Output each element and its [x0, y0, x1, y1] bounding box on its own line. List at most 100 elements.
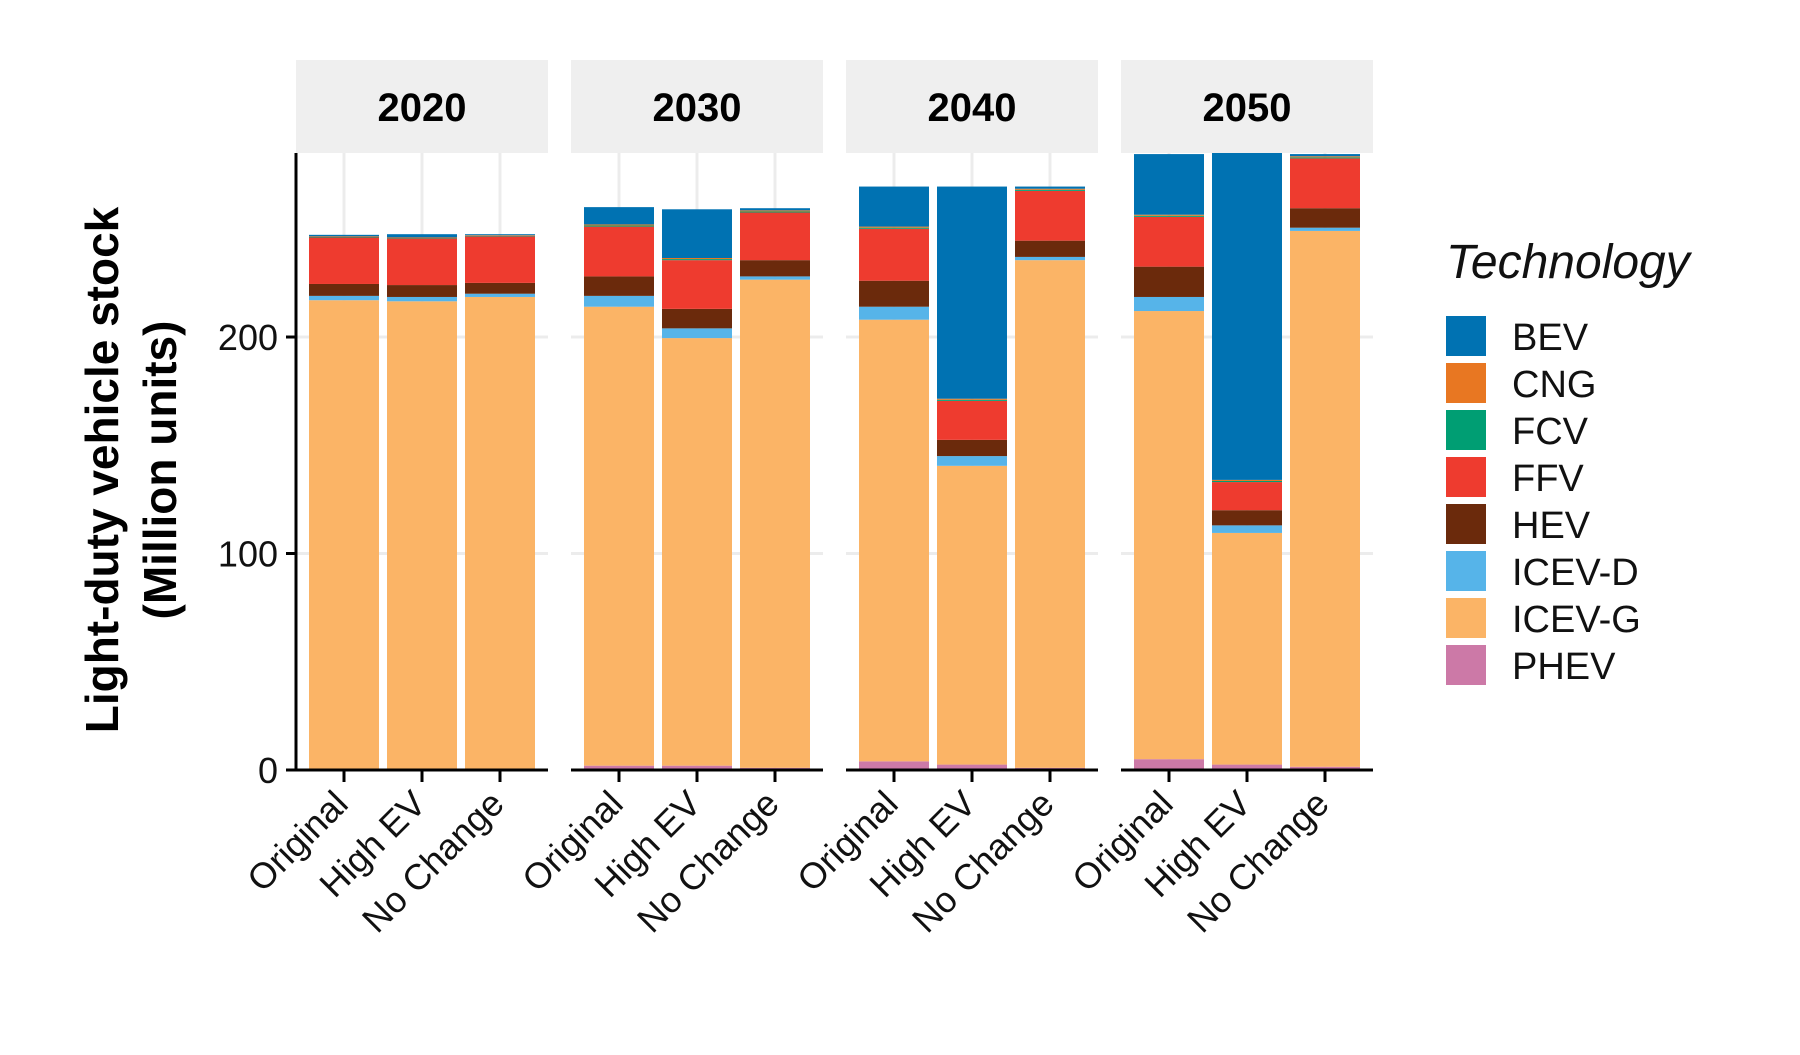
bar-segment-hev: [387, 285, 457, 297]
bar-segment-icev-d: [859, 306, 929, 320]
legend-swatch: [1446, 504, 1486, 544]
legend-label: HEV: [1512, 505, 1591, 547]
bar-stack-2040-no-change: [1015, 186, 1085, 770]
bar-segment-ffv: [859, 228, 929, 281]
bar-segment-fcv: [309, 236, 379, 238]
bar-segment-icev-g: [662, 338, 732, 766]
bar-segment-bev: [465, 234, 535, 236]
bar-segment-cng: [1290, 156, 1360, 158]
y-axis-title: Light-duty vehicle stock (Million units): [76, 206, 186, 733]
legend-swatch: [1446, 410, 1486, 450]
bar-segment-icev-d: [1212, 525, 1282, 533]
legend-item-hev: HEV: [1446, 504, 1591, 547]
bar-stack-2030-original: [584, 207, 654, 770]
facet-strip: [1121, 60, 1373, 153]
bar-segment-bev: [1212, 153, 1282, 480]
legend-item-phev: PHEV: [1446, 645, 1616, 688]
bar-segment-bev: [740, 208, 810, 211]
bar-segment-fcv: [1134, 215, 1204, 217]
bar-segment-fcv: [937, 399, 1007, 401]
bar-segment-bev: [1134, 154, 1204, 215]
bar-segment-hev: [662, 308, 732, 329]
bar-segment-ffv: [1290, 158, 1360, 209]
bar-segment-hev: [465, 282, 535, 294]
bar-segment-hev: [1134, 266, 1204, 297]
bar-stack-2030-high-ev: [662, 209, 732, 770]
bar-segment-phev: [859, 761, 929, 770]
bar-stack-2020-high-ev: [387, 234, 457, 770]
bar-segment-bev: [309, 234, 379, 237]
legend-item-fcv: FCV: [1446, 410, 1589, 453]
bar-segment-icev-d: [740, 276, 810, 280]
y-axis: 0 100 200: [218, 153, 298, 791]
bar-segment-hev: [859, 280, 929, 307]
facet-strip: [846, 60, 1098, 153]
bar-segment-icev-d: [309, 295, 379, 301]
bar-segment-phev: [662, 765, 732, 770]
bar-stack-2020-no-change: [465, 234, 535, 770]
legend: Technology BEV CNG FCV FFV HEV ICEV-D ICEV-G PH…: [1446, 236, 1693, 688]
bar-segment-cng: [662, 257, 732, 260]
bar-segment-ffv: [387, 238, 457, 286]
bar-segment-icev-d: [387, 296, 457, 302]
bar-segment-cng: [1015, 188, 1085, 190]
bar-segment-ffv: [309, 237, 379, 284]
facet-strip: [571, 60, 823, 153]
legend-item-ffv: FFV: [1446, 457, 1584, 500]
bar-stack-2040-original: [859, 186, 929, 770]
bar-segment-cng: [740, 210, 810, 212]
bar-segment-phev: [1212, 764, 1282, 770]
facet-strip: [296, 60, 548, 153]
bar-segment-cng: [859, 226, 929, 228]
legend-label: FFV: [1512, 458, 1584, 500]
bar-segment-icev-g: [465, 296, 535, 769]
bar-segment-icev-g: [584, 306, 654, 766]
legend-item-icev-d: ICEV-D: [1446, 551, 1639, 594]
legend-label: BEV: [1512, 317, 1589, 359]
bar-segment-icev-g: [1015, 260, 1085, 768]
bar-segment-hev: [584, 276, 654, 296]
bar-segment-icev-d: [584, 295, 654, 307]
bar-stack-2040-high-ev: [937, 186, 1007, 770]
bar-segment-icev-g: [937, 465, 1007, 765]
bar-segment-fcv: [859, 227, 929, 229]
bar-stack-2020-original: [309, 234, 379, 770]
bar-segment-cng: [937, 398, 1007, 400]
bar-segment-fcv: [387, 238, 457, 239]
legend-swatch: [1446, 598, 1486, 638]
y-axis-title-line1: Light-duty vehicle stock: [76, 206, 128, 733]
bar-segment-ffv: [1015, 190, 1085, 241]
legend-swatch: [1446, 457, 1486, 497]
bar-segment-ffv: [1212, 482, 1282, 511]
bar-segment-bev: [584, 207, 654, 225]
bar-segment-ffv: [662, 260, 732, 309]
bar-segment-ffv: [465, 236, 535, 283]
bar-segment-icev-d: [1290, 227, 1360, 231]
bar-segment-icev-g: [1212, 532, 1282, 765]
bar-segment-bev: [1290, 154, 1360, 157]
bar-segment-cng: [1134, 214, 1204, 216]
bar-segment-icev-g: [859, 319, 929, 762]
bar-segment-phev: [1290, 766, 1360, 770]
facet-strip-label: 2050: [1203, 86, 1292, 130]
legend-label: PHEV: [1512, 646, 1616, 688]
legend-swatch: [1446, 316, 1486, 356]
bar-segment-phev: [584, 765, 654, 770]
bar-stack-2030-no-change: [740, 208, 810, 770]
bar-segment-fcv: [465, 235, 535, 237]
bar-segment-icev-d: [1134, 296, 1204, 312]
bar-segment-bev: [387, 234, 457, 238]
y-axis-title-line2: (Million units): [134, 321, 186, 620]
bar-segment-hev: [1212, 510, 1282, 526]
facet-strip-label: 2020: [378, 86, 467, 130]
bar-segment-icev-d: [662, 328, 732, 339]
bar-segment-hev: [1290, 208, 1360, 228]
bar-segment-icev-g: [740, 279, 810, 768]
legend-swatch: [1446, 363, 1486, 403]
bar-segment-cng: [584, 224, 654, 226]
